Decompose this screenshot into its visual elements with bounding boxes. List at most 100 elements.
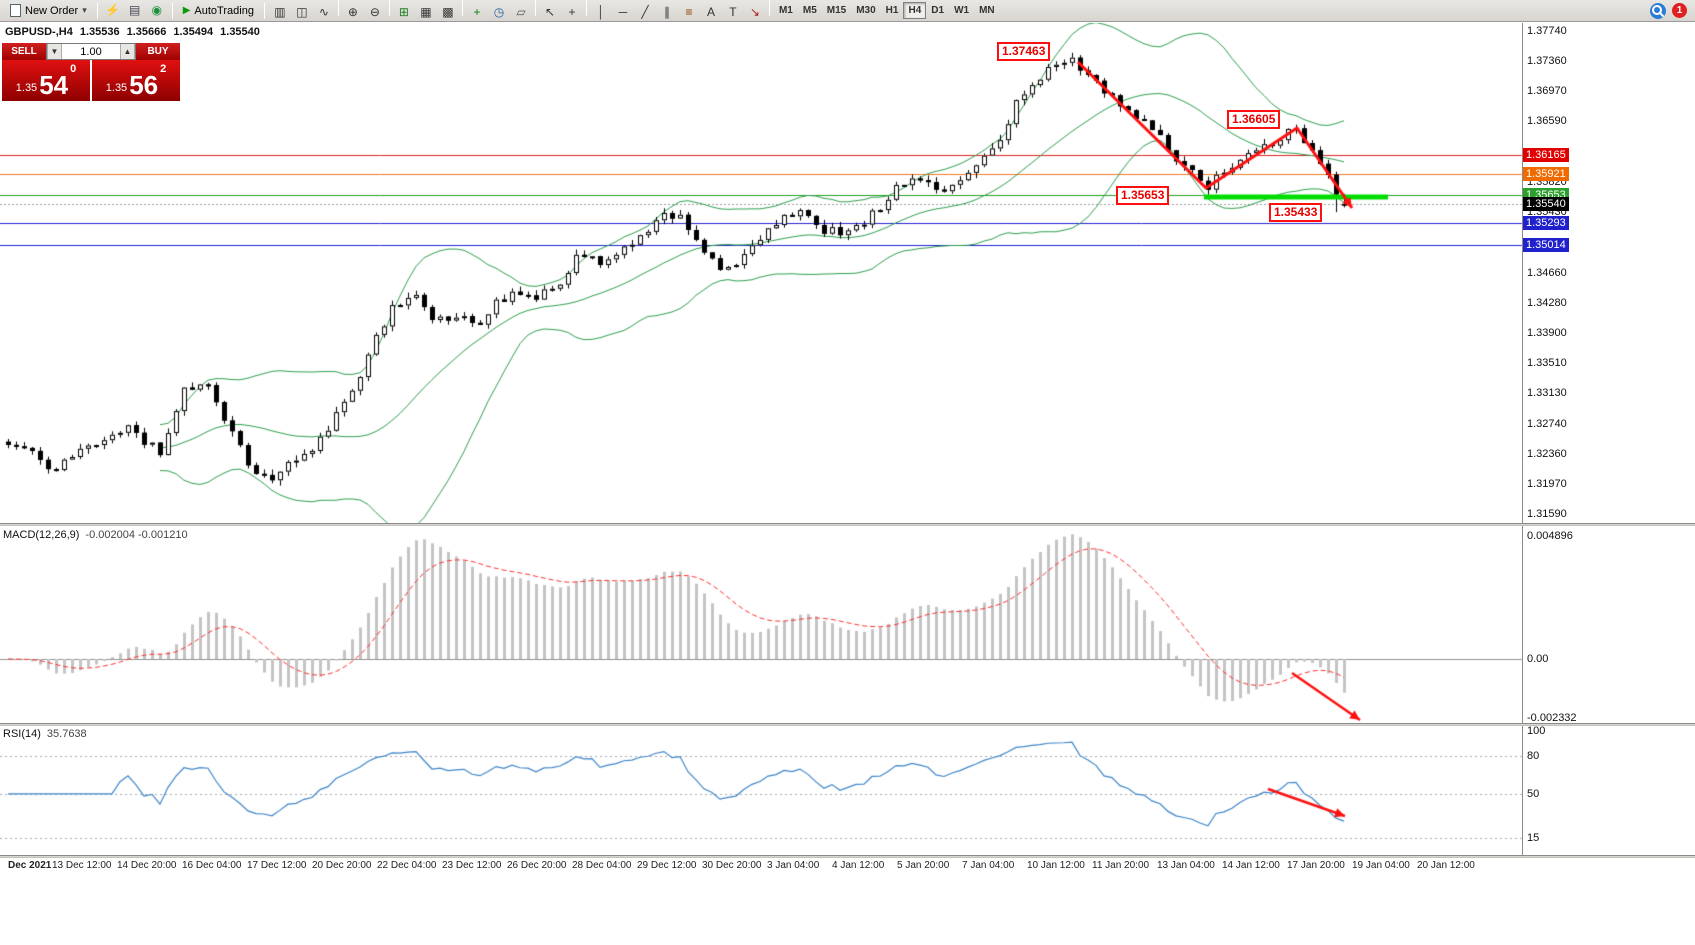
volume-control: ▼ 1.00 ▲: [46, 43, 136, 60]
equidistant-channel-icon[interactable]: ∥: [656, 3, 678, 21]
rsi-label: RSI(14) 35.7638: [3, 728, 87, 740]
time-axis-label: 7 Jan 04:00: [962, 860, 1015, 871]
timeframe-button-d1[interactable]: D1: [926, 2, 949, 19]
alert-lightning-icon[interactable]: ⚡: [102, 2, 124, 20]
volume-input[interactable]: 1.00: [80, 45, 102, 58]
notification-badge[interactable]: 1: [1672, 3, 1687, 18]
price-tick-label: 1.33510: [1527, 357, 1567, 370]
trendline-icon[interactable]: ╱: [634, 3, 656, 21]
new-order-button[interactable]: New Order ▾: [4, 2, 93, 19]
sell-price-big: 54: [39, 70, 69, 100]
vertical-line-icon[interactable]: │: [590, 3, 612, 21]
toolbar-separator: [585, 0, 587, 16]
volume-decrease-button[interactable]: ▼: [47, 44, 62, 59]
timeframe-button-m1[interactable]: M1: [774, 2, 798, 19]
candlestick-chart-icon[interactable]: ◫: [291, 3, 313, 21]
template-icon[interactable]: ▱: [510, 3, 532, 21]
text-icon[interactable]: A: [700, 3, 722, 21]
zoom-in-icon[interactable]: ⊕: [342, 3, 364, 21]
cursor-icon[interactable]: ↖: [539, 3, 561, 21]
toolbar-separator: [768, 0, 770, 16]
toolbar-separator: [337, 0, 339, 16]
new-chart-icon[interactable]: +: [466, 3, 488, 21]
timeframe-buttons: M1 M5 M15 M30 H1 H4 D1 W1 MN: [774, 2, 1000, 19]
macd-axis-label: 0.004896: [1527, 530, 1573, 542]
macd-name: MACD(12,26,9): [3, 529, 80, 541]
print-icon[interactable]: ▤: [124, 2, 146, 20]
price-tick-label: 1.37740: [1527, 25, 1567, 37]
sell-caption[interactable]: SELL: [2, 43, 46, 60]
rsi-name: RSI(14): [3, 728, 41, 740]
annotation-price-box[interactable]: 1.35653: [1116, 186, 1170, 205]
timeframe-button-w1[interactable]: W1: [949, 2, 974, 19]
time-axis-label: 20 Dec 20:00: [312, 860, 372, 871]
symbol-period-label: GBPUSD-,H4: [5, 26, 73, 38]
time-axis-label: 28 Dec 04:00: [572, 860, 632, 871]
main-toolbar: New Order ▾ ⚡ ▤ ◉ ▶ AutoTrading ▥ ◫ ∿ ⊕ ⊖ ⊞ ▦ ▩ + ◷…: [0, 0, 1695, 22]
time-axis-label: 3 Jan 04:00: [767, 860, 820, 871]
indicators-list-icon[interactable]: ⊞: [393, 3, 415, 21]
annotation-price-box[interactable]: 1.36605: [1227, 110, 1281, 129]
fibonacci-icon[interactable]: ≡: [678, 3, 700, 21]
time-axis-label: 13 Dec 12:00: [52, 860, 112, 871]
open-value: 1.35536: [79, 26, 120, 38]
rsi-value: 35.7638: [46, 728, 87, 740]
panel-separator[interactable]: [0, 723, 1695, 726]
arrows-icon[interactable]: ↘: [744, 3, 766, 21]
sell-price-sup: 0: [70, 63, 77, 75]
toolbar-separator: [263, 2, 265, 19]
price-tick-label: 1.31590: [1527, 508, 1567, 520]
price-tick-label: 1.34660: [1527, 266, 1567, 279]
time-axis-label: 17 Dec 12:00: [247, 860, 307, 871]
crosshair-icon[interactable]: +: [561, 3, 583, 21]
sell-button[interactable]: 1.35 54 0: [2, 60, 90, 101]
time-axis-label: 29 Dec 12:00: [637, 860, 697, 871]
bar-chart-icon[interactable]: ▥: [269, 3, 291, 21]
rsi-axis-label: 80: [1527, 750, 1540, 763]
sell-price-prefix: 1.35: [15, 82, 38, 94]
buy-caption[interactable]: BUY: [136, 43, 180, 60]
trade-panel-price-row: 1.35 54 0 1.35 56 2: [2, 60, 180, 101]
time-axis-label: 11 Jan 20:00: [1092, 860, 1150, 871]
timeframe-button-m15[interactable]: M15: [822, 2, 851, 19]
zoom-out-icon[interactable]: ⊖: [364, 3, 386, 21]
horizontal-line-icon[interactable]: ─: [612, 3, 634, 21]
news-icon[interactable]: ◉: [146, 2, 168, 20]
price-tick-label: 1.32360: [1527, 447, 1567, 460]
period-clock-icon[interactable]: ◷: [488, 3, 510, 21]
price-tick-label: 1.36590: [1527, 115, 1567, 128]
timeframe-button-h4[interactable]: H4: [903, 2, 927, 19]
text-label-icon[interactable]: T: [722, 3, 744, 21]
timeframe-button-m30[interactable]: M30: [851, 2, 880, 19]
line-chart-icon[interactable]: ∿: [313, 3, 335, 21]
panel-separator[interactable]: [0, 523, 1695, 526]
rsi-axis-label: 100: [1527, 725, 1546, 737]
time-axis-label: 14 Jan 12:00: [1222, 860, 1280, 871]
toolbar-right-group: 1: [1650, 2, 1691, 19]
low-value: 1.35494: [173, 26, 214, 38]
buy-price-big: 56: [129, 70, 159, 100]
time-axis-label: 10 Jan 12:00: [1027, 860, 1085, 871]
price-line-badge: 1.35540: [1523, 196, 1569, 211]
rsi-axis-label: 15: [1527, 832, 1540, 844]
annotation-price-box[interactable]: 1.35433: [1269, 203, 1323, 222]
annotation-price-box[interactable]: 1.37463: [997, 42, 1051, 61]
cascade-windows-icon[interactable]: ▩: [437, 3, 459, 21]
timeframe-button-m5[interactable]: M5: [798, 2, 822, 19]
price-tick-label: 1.37360: [1527, 54, 1567, 67]
time-axis-label: 19 Jan 04:00: [1352, 860, 1410, 871]
panel-separator[interactable]: [0, 855, 1695, 858]
volume-increase-button[interactable]: ▲: [120, 44, 135, 59]
high-value: 1.35666: [126, 26, 167, 38]
price-tick-label: 1.36970: [1527, 85, 1567, 98]
timeframe-button-h1[interactable]: H1: [881, 2, 904, 19]
timeframe-button-mn[interactable]: MN: [974, 2, 1000, 19]
time-axis-label: 4 Jan 12:00: [832, 860, 885, 871]
search-icon[interactable]: [1650, 2, 1666, 19]
autotrading-button[interactable]: ▶ AutoTrading: [177, 3, 260, 19]
buy-button[interactable]: 1.35 56 2: [92, 60, 180, 101]
tile-windows-icon[interactable]: ▦: [415, 3, 437, 21]
price-line-badge: 1.35014: [1523, 238, 1569, 253]
